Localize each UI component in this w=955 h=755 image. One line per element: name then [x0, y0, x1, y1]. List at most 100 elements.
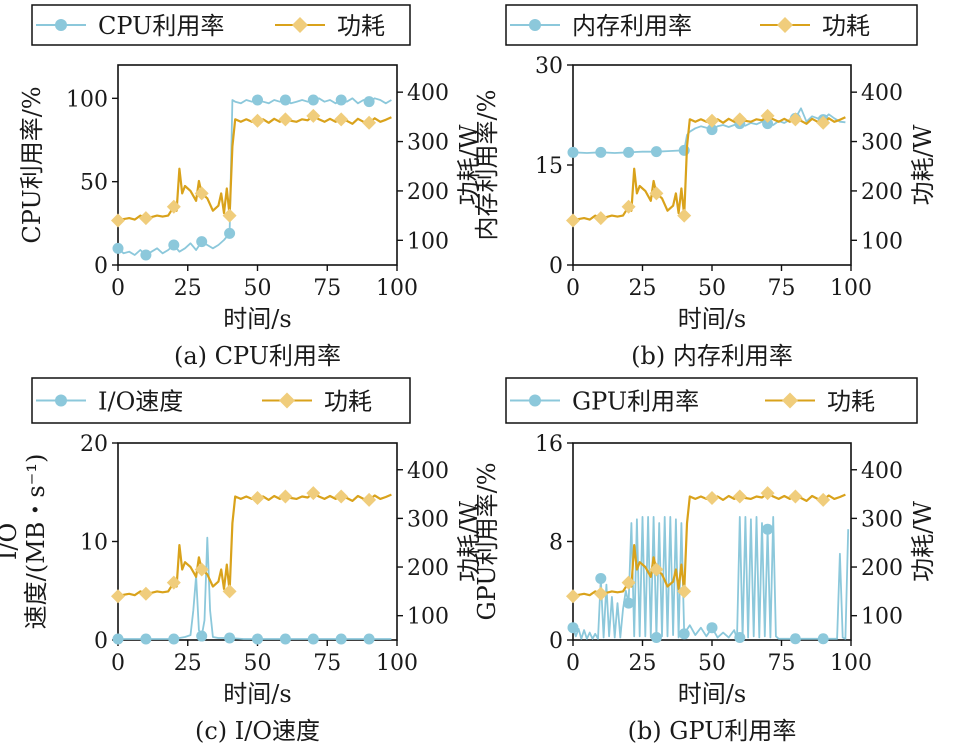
data-point-marker — [224, 632, 236, 644]
data-point-marker — [362, 492, 377, 507]
data-point-marker — [111, 213, 125, 228]
data-point-marker — [224, 227, 236, 239]
y-axis-label: GPU利用率/% — [473, 462, 501, 620]
data-point-marker — [566, 213, 580, 228]
y2-axis-label: 功耗/W — [909, 501, 937, 582]
x-tick-label: 50 — [698, 276, 726, 301]
y2-tick-label: 200 — [407, 180, 449, 205]
legend-marker — [529, 19, 541, 31]
data-point-marker — [817, 633, 829, 645]
y-tick-label: 100 — [66, 87, 108, 112]
series-line — [118, 536, 392, 640]
x-tick-label: 0 — [111, 276, 125, 301]
data-point-marker — [138, 586, 153, 601]
plot-frame — [117, 442, 398, 641]
data-point-marker — [112, 242, 124, 254]
data-point-marker — [166, 575, 181, 590]
legend-marker — [777, 17, 793, 33]
data-point-marker — [816, 115, 831, 130]
x-tick-label: 50 — [244, 651, 272, 676]
x-tick-label: 75 — [313, 651, 341, 676]
data-point-marker — [650, 146, 662, 158]
data-point-marker — [306, 108, 321, 123]
data-point-marker — [140, 633, 152, 645]
data-point-marker — [222, 208, 237, 223]
y2-tick-label: 100 — [861, 605, 903, 630]
x-axis-label: 时间/s — [678, 680, 746, 708]
data-point-marker — [705, 113, 719, 128]
legend-marker — [55, 394, 67, 407]
series-power — [566, 486, 846, 604]
y-axis-label: 内存利用率/% — [473, 90, 501, 241]
chart-panel-2: 0 25 50 75 100 0 15 30 100 200 300 400 时间/s (b) 内存利用率… — [473, 4, 937, 370]
x-tick-label: 25 — [174, 276, 202, 301]
x-tick-label: 100 — [376, 276, 418, 301]
data-point-marker — [593, 211, 608, 226]
data-point-marker — [279, 633, 291, 645]
data-point-marker — [363, 96, 375, 108]
y-tick-label: 20 — [80, 432, 108, 457]
data-point-marker — [334, 112, 349, 127]
data-point-marker — [279, 94, 291, 106]
series-primary — [112, 536, 392, 645]
series-power — [566, 108, 846, 228]
data-point-marker — [334, 489, 349, 504]
data-point-marker — [168, 633, 180, 645]
legend-marker — [529, 394, 541, 407]
legend-marker — [55, 19, 67, 31]
data-point-marker — [734, 632, 746, 644]
x-tick-label: 50 — [244, 276, 272, 301]
legend: GPU利用率 功耗 — [505, 377, 918, 424]
y2-tick-label: 100 — [407, 229, 449, 254]
data-point-marker — [111, 589, 125, 604]
x-tick-label: 25 — [629, 651, 657, 676]
data-point-marker — [196, 236, 208, 248]
plot-frame — [572, 442, 852, 641]
data-point-marker — [706, 622, 718, 634]
y2-tick-label: 400 — [407, 81, 449, 106]
legend-label: I/O速度 — [98, 388, 183, 416]
y2-tick-label: 300 — [861, 131, 903, 156]
data-point-marker — [567, 622, 579, 634]
y-tick-label: 50 — [80, 171, 108, 196]
data-point-marker — [595, 572, 607, 584]
data-point-marker — [650, 632, 662, 644]
data-point-marker — [760, 108, 775, 123]
legend: I/O速度 功耗 — [31, 377, 411, 424]
data-point-marker — [278, 489, 293, 504]
x-axis-label: 时间/s — [223, 680, 291, 708]
x-axis-label: 时间/s — [678, 305, 746, 333]
panel-caption: (b) 内存利用率 — [631, 342, 793, 370]
data-point-marker — [363, 633, 375, 645]
data-point-marker — [788, 489, 803, 504]
y-axis-label: CPU利用率/% — [18, 86, 46, 243]
data-point-marker — [306, 486, 321, 501]
data-point-marker — [621, 575, 636, 590]
chart-panel-3: 0 25 50 75 100 0 10 20 100 200 300 400 时间/s (c) I/O速度… — [0, 377, 483, 745]
legend-box — [31, 377, 411, 424]
data-point-marker — [649, 186, 664, 201]
y-axis-label-line-1: I/O — [0, 523, 22, 560]
data-point-marker — [732, 112, 747, 127]
x-tick-label: 100 — [830, 651, 872, 676]
data-point-marker — [194, 186, 209, 201]
data-point-marker — [362, 115, 377, 130]
y2-tick-label: 300 — [861, 507, 903, 532]
legend-marker — [292, 17, 308, 33]
data-point-marker — [252, 633, 263, 645]
legend-label: 内存利用率 — [572, 12, 692, 40]
data-point-marker — [196, 630, 208, 642]
legend: CPU利用率 功耗 — [31, 4, 411, 46]
legend-label: 功耗 — [337, 12, 385, 40]
data-point-marker — [677, 584, 692, 599]
y-axis-label-line-2: 速度/(MB・s⁻¹) — [22, 454, 50, 630]
chart-panel-1: 0 25 50 75 100 0 50 100 100 200 300 400 时间/s (a) CPU利… — [18, 4, 483, 370]
legend-label: 功耗 — [324, 388, 372, 416]
y2-axis-label: 功耗/W — [455, 124, 483, 205]
series-line — [117, 492, 392, 598]
series-line — [572, 492, 846, 598]
y2-tick-label: 400 — [861, 81, 903, 106]
y2-axis-label: 功耗/W — [909, 124, 937, 205]
data-point-marker — [566, 589, 580, 604]
data-point-marker — [140, 249, 152, 261]
